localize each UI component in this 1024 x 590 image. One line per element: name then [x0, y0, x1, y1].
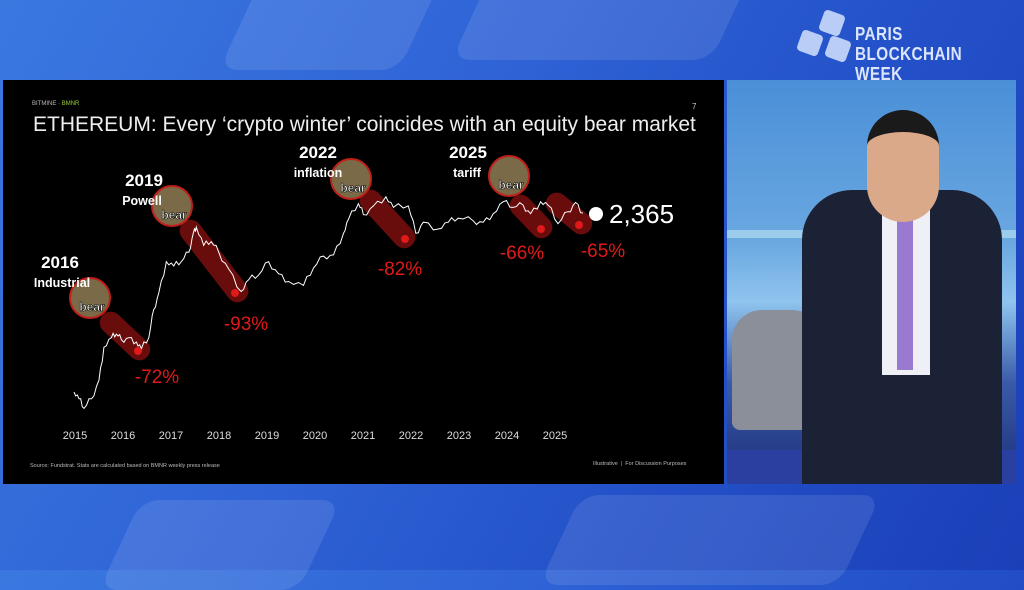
x-tick-label: 2018: [207, 430, 231, 442]
brand-ticker: BMNR: [61, 101, 80, 107]
slide-title: ETHEREUM: Every ‘crypto winter’ coincide…: [33, 113, 696, 136]
drawdown-highlight: [179, 219, 249, 303]
slide-brand: BITMINE · BMNR: [32, 101, 80, 107]
bear-photo-icon: [330, 158, 372, 200]
drawdown-highlight: [359, 189, 416, 249]
background-shape: [99, 500, 341, 590]
logo-cube-icon: [817, 8, 847, 38]
last-value-marker: [589, 207, 603, 221]
x-tick-label: 2024: [495, 430, 519, 442]
background-shape: [451, 0, 749, 60]
x-tick-label: 2019: [255, 430, 279, 442]
paris-blockchain-week-logo: PARIS BLOCKCHAIN WEEK: [793, 8, 1013, 84]
x-tick-label: 2021: [351, 430, 375, 442]
x-tick-label: 2015: [63, 430, 87, 442]
bear-cause-label: Industrial: [34, 276, 90, 290]
background-shape: [539, 495, 881, 585]
drawdown-label: -65%: [581, 241, 625, 262]
drawdown-marker: [134, 347, 142, 355]
logo-line2: BLOCKCHAIN WEEK: [855, 44, 963, 84]
last-value-label: 2,365: [609, 199, 674, 229]
x-tick-label: 2025: [543, 430, 567, 442]
source-note: Source: Fundstrat. Stats are calculated …: [30, 463, 220, 469]
x-tick-label: 2017: [159, 430, 183, 442]
x-tick-label: 2016: [111, 430, 135, 442]
bear-photo-icon: [69, 277, 111, 319]
page-number: 7: [692, 102, 697, 111]
logo-line1: PARIS: [855, 24, 903, 44]
bear-cause-label: tariff: [453, 166, 482, 180]
bear-year-label: 2016: [41, 253, 79, 272]
logo-cube-icon: [823, 34, 853, 64]
brand-name: BITMINE: [32, 101, 57, 107]
x-tick-label: 2023: [447, 430, 471, 442]
bear-label: bear: [161, 208, 187, 222]
bear-photo-icon: [151, 185, 193, 227]
drawdown-marker: [537, 225, 545, 233]
drawdown-marker: [401, 235, 409, 243]
presentation-slide: BITMINE · BMNR 7 ETHEREUM: Every ‘crypto…: [3, 80, 724, 484]
bear-photo-icon: [488, 155, 530, 197]
background-shape: [219, 0, 441, 70]
drawdown-label: -93%: [224, 314, 268, 335]
logo-cube-icon: [795, 28, 825, 58]
speaker-video-feed: [727, 80, 1016, 484]
bear-year-label: 2022: [299, 143, 337, 162]
bear-label: bear: [498, 178, 524, 192]
drawdown-label: -82%: [378, 259, 422, 280]
drawdown-marker: [231, 289, 239, 297]
drawdown-label: -66%: [500, 243, 544, 264]
speaker-head: [867, 110, 939, 222]
eth-price-line: [73, 195, 584, 410]
bear-year-label: 2019: [125, 171, 163, 190]
drawdown-marker: [575, 221, 583, 229]
bear-cause-label: inflation: [294, 166, 343, 180]
disclaimer: Illustrative | For Discussion Purposes: [593, 461, 687, 467]
bear-year-label: 2025: [449, 143, 487, 162]
bear-label: bear: [340, 181, 366, 195]
drawdown-label: -72%: [135, 367, 179, 388]
eth-price-chart: 2015 2016 2017 2018 2019 2020 2021 2022 2023 2024…: [34, 143, 674, 442]
x-tick-label: 2022: [399, 430, 423, 442]
speaker-tie: [897, 210, 913, 370]
drawdown-highlight: [99, 311, 151, 361]
x-tick-label: 2020: [303, 430, 327, 442]
bear-label: bear: [79, 300, 105, 314]
bear-cause-label: Powell: [122, 194, 162, 208]
